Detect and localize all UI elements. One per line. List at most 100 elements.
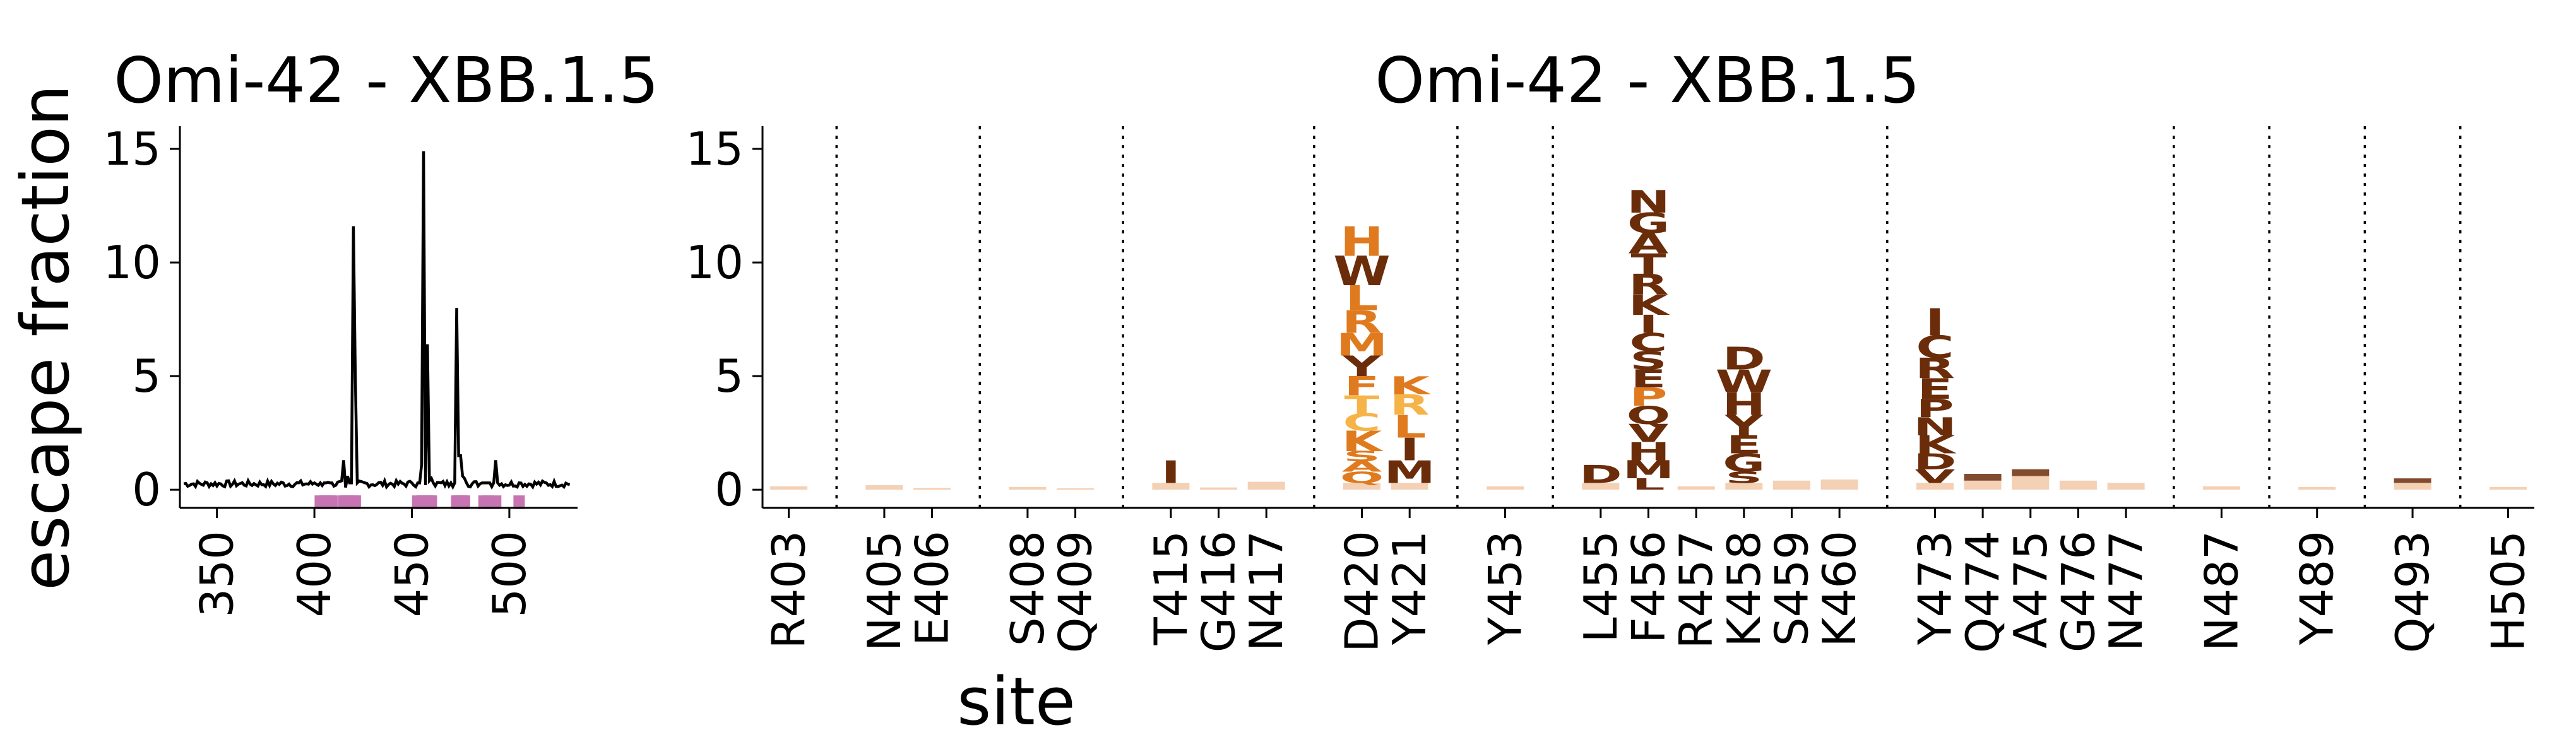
logo-residual [1343,483,1380,490]
y-axis-label: escape fraction [7,85,84,591]
site-tick-label: R403 [763,531,816,649]
logo-residual [1487,486,1524,490]
logo-letter: Q [1627,401,1671,430]
logo-residual [1152,483,1190,490]
logo-residual [1057,488,1095,490]
logo-letter: R [1342,304,1382,341]
site-marker [425,495,437,509]
x-tick-label: 500 [483,531,536,617]
x-tick-label: 400 [288,531,341,617]
logo-residual [865,485,903,490]
logo-residual [1725,483,1763,490]
logo-letter: A [1342,459,1382,475]
logo-letter: V [1629,419,1669,448]
logo-letter: A [1629,228,1668,261]
logo-letter: I [1639,310,1658,339]
logo-residual [1964,474,2002,481]
site-tick-label: G476 [2051,531,2104,652]
logo-residual [2489,486,2527,490]
x-tick-label: 350 [191,531,244,617]
logo-panel: Omi-42 - XBB.1.5 site I QASKCTFYMRLWHMILR… [686,44,2534,740]
left-plot-area: 0 5 10 15 350 400 450 500 [103,122,578,617]
site-tick-label: Y489 [2291,531,2344,645]
right-panel-title: Omi-42 - XBB.1.5 [1375,44,1920,117]
logo-residual [1582,483,1620,490]
logo-residual [1964,480,2002,490]
site-tick-label: Y473 [1909,531,1962,645]
logo-residual [1200,487,1237,490]
y-tick-label: 0 [715,463,744,516]
logo-letter: Q [1340,469,1384,487]
logo-residual [1677,486,1715,490]
logo-letter: L [1632,476,1665,494]
logo-letter: N [1627,184,1670,220]
site-tick-label: Y453 [1479,531,1532,645]
logo-letter: H [1340,219,1384,266]
logo-letter: E [1630,365,1666,394]
logo-letter: S [1630,346,1667,375]
y-tick-label: 0 [132,463,161,516]
site-tick-label: T415 [1144,531,1197,645]
site-tick-label: N477 [2099,531,2152,651]
logo-letter: F [1344,372,1379,402]
logo-residual [2394,483,2431,490]
site-marker [458,495,470,509]
logo-residual [1820,479,1858,490]
y-tick-label: 15 [686,122,744,175]
site-tick-label: L455 [1574,531,1627,643]
site-tick-label: K460 [1813,531,1866,647]
site-tick-label: Y421 [1383,531,1436,645]
logo-letter: H [1722,385,1766,422]
logo-letter: E [1917,373,1952,406]
logo-residual [2202,486,2240,490]
logo-letter: C [1629,328,1667,357]
site-tick-label: Q409 [1049,531,1102,653]
logo-residual [913,488,951,490]
site-line-panel: Omi-42 - XBB.1.5 escape fraction 0 5 10 15 3… [7,44,659,617]
logo-residual [1916,483,1954,490]
site-marker [513,495,525,509]
logo-residual [1247,481,1285,490]
logo-letter: E [1726,430,1762,459]
y-tick-label: 10 [103,236,161,289]
x-tick-label: 450 [386,531,439,617]
logo-letter: W [1333,249,1390,295]
site-tick-label: G416 [1192,531,1245,652]
site-tick-label: S459 [1766,531,1819,646]
logo-letter: P [1629,383,1667,412]
logo-letter: C [1916,329,1954,365]
escape-line [183,151,571,490]
y-tick-label: 15 [103,122,161,175]
logo-letter: S [1725,469,1762,487]
y-tick-label: 10 [686,236,744,289]
site-tick-label: Q474 [1956,531,2009,653]
logo-letter: I [1925,301,1945,344]
site-tick-label: N417 [1240,531,1293,651]
y-tick-label: 5 [132,350,161,403]
logo-letter: D [1913,449,1956,474]
logo-letter: M [1336,327,1388,363]
x-axis-label: site [957,663,1076,740]
site-tick-label: A475 [2004,531,2057,649]
logo-residual [2298,486,2336,490]
logo-letter: M [1384,454,1435,490]
logo-letter: C [1343,409,1380,437]
logo-letter: H [1627,437,1670,466]
site-tick-label: E406 [906,531,959,646]
logo-letter: P [1916,394,1954,423]
logo-letter: M [1623,456,1675,485]
logo-letter: R [1629,268,1668,301]
logo-letter: N [1913,413,1957,442]
site-tick-label: R457 [1670,531,1723,649]
site-tick-label: Q493 [2386,531,2439,653]
site-tick-label: S408 [1001,531,1054,646]
logo-letter: L [1345,279,1378,319]
logo-letter: T [1631,248,1666,281]
site-tick-label: N487 [2195,531,2248,651]
logo-letter: K [1389,372,1431,401]
logo-residual [2394,478,2431,483]
logo-letter: K [1629,289,1671,322]
logo-residual [770,486,808,490]
